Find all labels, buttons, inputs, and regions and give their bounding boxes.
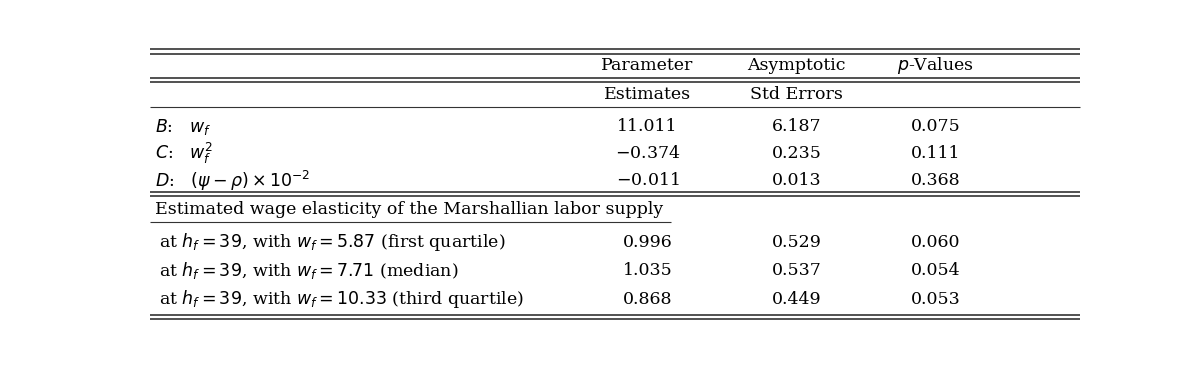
Text: 0.013: 0.013: [772, 172, 821, 189]
Text: 0.235: 0.235: [772, 145, 821, 162]
Text: 11.011: 11.011: [617, 119, 678, 135]
Text: $C$:   $w_f^2$: $C$: $w_f^2$: [155, 141, 212, 166]
Text: 0.868: 0.868: [623, 291, 672, 308]
Text: 0.537: 0.537: [772, 262, 821, 279]
Text: at $h_f = 39$, with $w_f = 5.87$ (first quartile): at $h_f = 39$, with $w_f = 5.87$ (first …: [160, 231, 506, 253]
Text: Estimates: Estimates: [604, 86, 691, 103]
Text: 0.075: 0.075: [911, 119, 961, 135]
Text: 0.060: 0.060: [911, 234, 961, 251]
Text: at $h_f = 39$, with $w_f = 10.33$ (third quartile): at $h_f = 39$, with $w_f = 10.33$ (third…: [160, 288, 524, 311]
Text: $-$0.374: $-$0.374: [614, 145, 680, 162]
Text: Parameter: Parameter: [601, 57, 694, 74]
Text: Estimated wage elasticity of the Marshallian labor supply: Estimated wage elasticity of the Marshal…: [155, 201, 662, 218]
Text: 1.035: 1.035: [623, 262, 672, 279]
Text: Std Errors: Std Errors: [750, 86, 842, 103]
Text: 0.449: 0.449: [772, 291, 821, 308]
Text: 0.996: 0.996: [623, 234, 672, 251]
Text: 0.368: 0.368: [911, 172, 961, 189]
Text: $p$-Values: $p$-Values: [898, 55, 974, 76]
Text: 0.054: 0.054: [911, 262, 961, 279]
Text: $-$0.011: $-$0.011: [616, 172, 679, 189]
Text: 0.529: 0.529: [772, 234, 821, 251]
Text: 0.053: 0.053: [911, 291, 961, 308]
Text: $D$:   $(\psi - \rho) \times 10^{-2}$: $D$: $(\psi - \rho) \times 10^{-2}$: [155, 169, 310, 193]
Text: $B$:   $w_f$: $B$: $w_f$: [155, 117, 211, 137]
Text: 0.111: 0.111: [911, 145, 961, 162]
Text: Asymptotic: Asymptotic: [748, 57, 846, 74]
Text: at $h_f = 39$, with $w_f = 7.71$ (median): at $h_f = 39$, with $w_f = 7.71$ (median…: [160, 260, 458, 281]
Text: 6.187: 6.187: [772, 119, 821, 135]
